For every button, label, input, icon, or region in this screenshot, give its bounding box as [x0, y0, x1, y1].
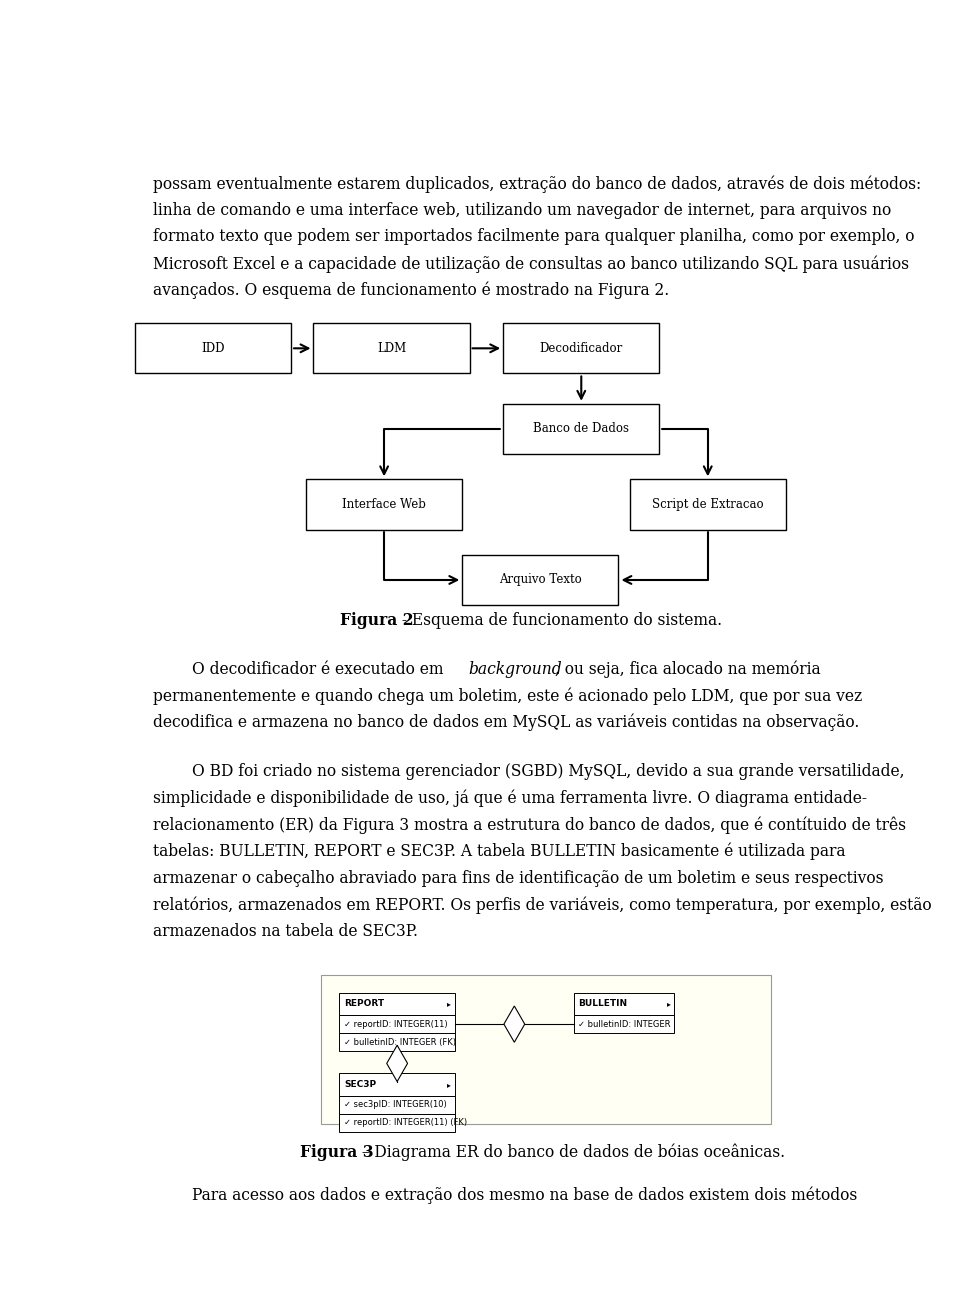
Text: armazenar o cabeçalho abraviado para fins de identificação de um boletim e seus : armazenar o cabeçalho abraviado para fin… [154, 870, 884, 887]
Text: Interface Web: Interface Web [342, 498, 426, 511]
FancyBboxPatch shape [313, 323, 469, 374]
FancyBboxPatch shape [503, 323, 660, 374]
Text: BULLETIN: BULLETIN [578, 999, 628, 1008]
Text: Figura 3: Figura 3 [300, 1144, 374, 1162]
FancyBboxPatch shape [630, 479, 786, 530]
Text: Para acesso aos dados e extração dos mesmo na base de dados existem dois métodos: Para acesso aos dados e extração dos mes… [154, 1186, 857, 1203]
FancyBboxPatch shape [574, 993, 674, 1015]
Text: possam eventualmente estarem duplicados, extração do banco de dados, através de : possam eventualmente estarem duplicados,… [154, 175, 922, 192]
Text: decodifica e armazena no banco de dados em MySQL as variáveis contidas na observ: decodifica e armazena no banco de dados … [154, 714, 860, 731]
Text: SEC3P: SEC3P [344, 1080, 376, 1090]
Text: ▸: ▸ [447, 1080, 451, 1090]
FancyBboxPatch shape [503, 404, 660, 454]
Text: Script de Extracao: Script de Extracao [652, 498, 763, 511]
FancyBboxPatch shape [340, 1114, 455, 1131]
Text: IDD: IDD [202, 341, 225, 354]
FancyBboxPatch shape [340, 1096, 455, 1114]
Text: permanentemente e quando chega um boletim, este é acionado pelo LDM, que por sua: permanentemente e quando chega um boleti… [154, 687, 863, 705]
Text: formato texto que podem ser importados facilmente para qualquer planilha, como p: formato texto que podem ser importados f… [154, 229, 915, 246]
Text: O decodificador é executado em: O decodificador é executado em [154, 661, 449, 678]
Text: REPORT: REPORT [344, 999, 384, 1008]
Text: avançados. O esquema de funcionamento é mostrado na Figura 2.: avançados. O esquema de funcionamento é … [154, 281, 670, 300]
Text: ✓ sec3pID: INTEGER(10): ✓ sec3pID: INTEGER(10) [344, 1100, 446, 1109]
FancyBboxPatch shape [462, 555, 618, 606]
Text: , ou seja, fica alocado na memória: , ou seja, fica alocado na memória [555, 661, 821, 678]
FancyBboxPatch shape [134, 323, 291, 374]
Text: ▸: ▸ [447, 999, 451, 1008]
Text: O BD foi criado no sistema gerenciador (SGBD) MySQL, devido a sua grande versati: O BD foi criado no sistema gerenciador (… [154, 763, 905, 780]
FancyBboxPatch shape [340, 1074, 455, 1096]
Text: linha de comando e uma interface web, utilizando um navegador de internet, para : linha de comando e uma interface web, ut… [154, 201, 892, 218]
Polygon shape [387, 1045, 408, 1082]
Text: Banco de Dados: Banco de Dados [534, 422, 630, 436]
FancyBboxPatch shape [340, 1015, 455, 1033]
Text: – Diagrama ER do banco de dados de bóias oceânicas.: – Diagrama ER do banco de dados de bóias… [357, 1144, 785, 1162]
Text: - Esquema de funcionamento do sistema.: - Esquema de funcionamento do sistema. [397, 612, 722, 629]
FancyBboxPatch shape [306, 479, 462, 530]
Polygon shape [504, 1006, 525, 1042]
Text: Figura 2: Figura 2 [340, 612, 414, 629]
Text: background: background [468, 661, 562, 678]
Text: relatórios, armazenados em REPORT. Os perfis de variáveis, como temperatura, por: relatórios, armazenados em REPORT. Os pe… [154, 896, 932, 914]
Text: simplicidade e disponibilidade de uso, já que é uma ferramenta livre. O diagrama: simplicidade e disponibilidade de uso, j… [154, 790, 868, 807]
FancyBboxPatch shape [321, 974, 771, 1124]
Text: ✓ reportID: INTEGER(11) (FK): ✓ reportID: INTEGER(11) (FK) [344, 1118, 468, 1127]
FancyBboxPatch shape [574, 1015, 674, 1033]
Text: ✓ bulletinID: INTEGER: ✓ bulletinID: INTEGER [578, 1020, 671, 1028]
Text: ▸: ▸ [666, 999, 670, 1008]
Text: relacionamento (ER) da Figura 3 mostra a estrutura do banco de dados, que é cont: relacionamento (ER) da Figura 3 mostra a… [154, 816, 906, 833]
FancyBboxPatch shape [340, 993, 455, 1015]
Text: armazenados na tabela de SEC3P.: armazenados na tabela de SEC3P. [154, 923, 419, 940]
Text: Microsoft Excel e a capacidade de utilização de consultas ao banco utilizando SQ: Microsoft Excel e a capacidade de utiliz… [154, 255, 909, 272]
Text: Arquivo Texto: Arquivo Texto [499, 573, 582, 586]
Text: Decodificador: Decodificador [540, 341, 623, 354]
Text: tabelas: BULLETIN, REPORT e SEC3P. A tabela BULLETIN basicamente é utilizada par: tabelas: BULLETIN, REPORT e SEC3P. A tab… [154, 842, 846, 861]
FancyBboxPatch shape [340, 1033, 455, 1052]
Text: ✓ reportID: INTEGER(11): ✓ reportID: INTEGER(11) [344, 1020, 447, 1028]
Text: ✓ bulletinID: INTEGER (FK): ✓ bulletinID: INTEGER (FK) [344, 1037, 456, 1046]
Text: LDM: LDM [377, 341, 406, 354]
